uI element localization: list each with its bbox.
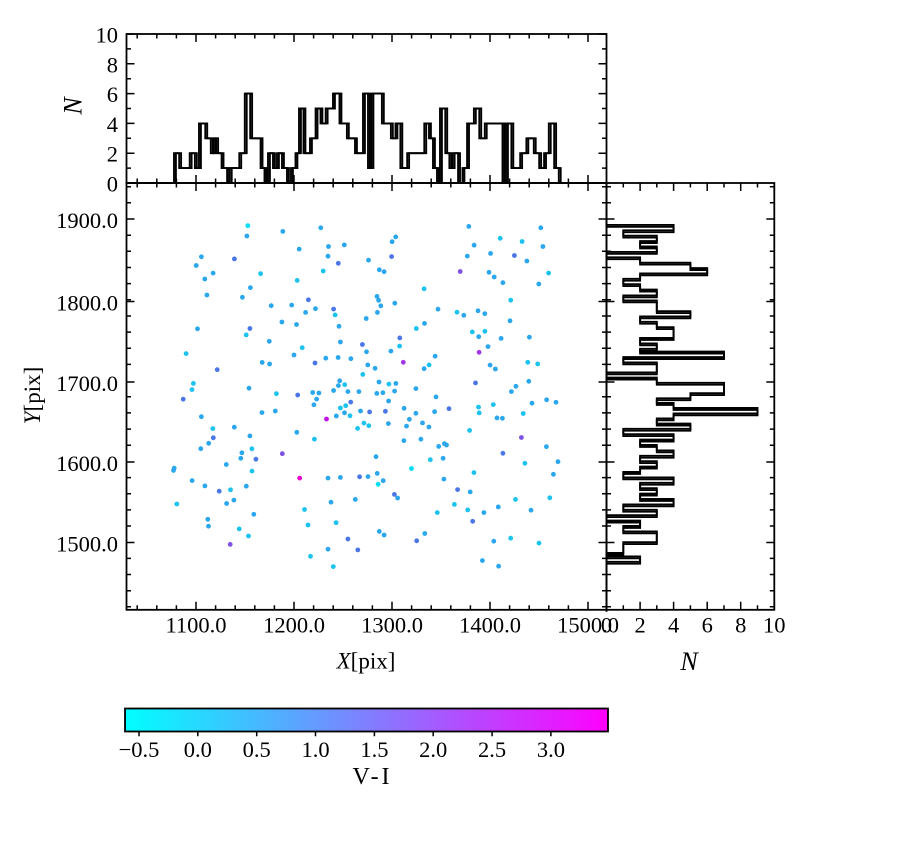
svg-text:1400.0: 1400.0 <box>459 613 521 638</box>
svg-text:2: 2 <box>107 142 118 167</box>
svg-text:1500.0: 1500.0 <box>557 613 619 638</box>
svg-text:4: 4 <box>107 112 118 137</box>
svg-text:0.5: 0.5 <box>243 737 271 762</box>
svg-text:1600.0: 1600.0 <box>56 451 118 476</box>
svg-text:8: 8 <box>107 52 118 77</box>
svg-text:1.0: 1.0 <box>301 737 329 762</box>
svg-text:10: 10 <box>763 613 786 638</box>
svg-text:2: 2 <box>634 613 645 638</box>
svg-text:0: 0 <box>107 172 118 197</box>
svg-text:N: N <box>59 96 88 116</box>
svg-text:0.0: 0.0 <box>184 737 212 762</box>
svg-text:2.5: 2.5 <box>478 737 506 762</box>
svg-text:1500.0: 1500.0 <box>56 532 118 557</box>
svg-text:1100.0: 1100.0 <box>165 613 226 638</box>
svg-text:3.0: 3.0 <box>537 737 565 762</box>
svg-text:1700.0: 1700.0 <box>56 371 118 396</box>
svg-text:V-I: V-I <box>352 764 392 790</box>
svg-text:6: 6 <box>702 613 713 638</box>
svg-text:−0.5: −0.5 <box>119 737 160 762</box>
svg-text:4: 4 <box>668 613 679 638</box>
svg-text:2.0: 2.0 <box>419 737 447 762</box>
svg-text:1300.0: 1300.0 <box>361 613 423 638</box>
svg-text:1900.0: 1900.0 <box>56 208 118 233</box>
svg-text:10: 10 <box>96 23 119 48</box>
svg-text:X[pix]: X[pix] <box>336 649 396 674</box>
svg-text:N: N <box>679 647 699 676</box>
svg-text:8: 8 <box>735 613 746 638</box>
svg-text:1800.0: 1800.0 <box>56 291 118 316</box>
svg-text:1.5: 1.5 <box>360 737 388 762</box>
svg-text:0: 0 <box>601 613 612 638</box>
svg-text:1200.0: 1200.0 <box>263 613 325 638</box>
svg-text:Y[pix]: Y[pix] <box>20 367 45 425</box>
svg-text:6: 6 <box>107 82 118 107</box>
